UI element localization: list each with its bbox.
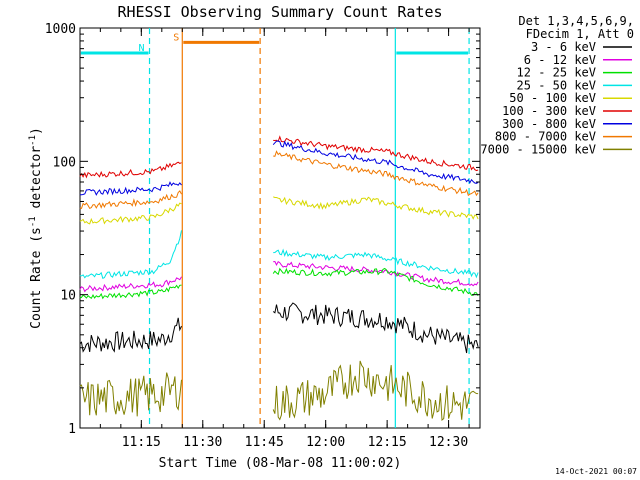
- x-tick-label: 12:15: [368, 435, 407, 450]
- flag-label: N: [138, 43, 144, 54]
- series-line: [79, 260, 479, 293]
- y-axis-label-sup2: -1: [28, 135, 38, 146]
- series-line: [79, 360, 479, 422]
- series-line: [79, 140, 479, 196]
- y-axis-label-part3: ): [29, 127, 44, 135]
- legend-entry-label: 3 - 6 keV: [531, 40, 596, 54]
- plot-area: [79, 27, 481, 429]
- flag-label: S: [173, 32, 179, 43]
- legend-header-1: Det 1,3,4,5,6,9,: [518, 14, 634, 28]
- series-line: [79, 196, 479, 225]
- legend: Det 1,3,4,5,6,9, FDecim 1, Att 0 3 - 6 k…: [480, 14, 634, 156]
- flag-layer: NS: [80, 28, 470, 428]
- legend-entry-label: 7000 - 15000 keV: [480, 142, 596, 156]
- y-axis-label-part1: Count Rate (s: [29, 227, 44, 329]
- x-tick-label: 11:30: [183, 435, 222, 450]
- y-tick-label: 1000: [45, 22, 76, 37]
- y-tick-label: 10: [60, 289, 76, 304]
- legend-entry-label: 12 - 25 keV: [517, 66, 596, 80]
- x-tick-label: 11:45: [245, 435, 284, 450]
- x-tick-label: 11:15: [122, 435, 161, 450]
- y-axis-label: Count Rate (s-1 detector-1): [28, 127, 44, 329]
- series-line: [79, 150, 479, 210]
- y-axis-label-sup1: -1: [28, 216, 38, 227]
- legend-entry-label: 100 - 300 keV: [502, 104, 596, 118]
- y-tick-label: 1: [68, 422, 76, 437]
- legend-header-2: FDecim 1, Att 0: [526, 27, 634, 41]
- series-line: [79, 135, 479, 179]
- legend-entry-label: 300 - 800 keV: [502, 117, 596, 131]
- chart-title: RHESSI Observing Summary Count Rates: [117, 3, 442, 21]
- series-line: [79, 302, 479, 354]
- x-tick-label: 12:30: [429, 435, 468, 450]
- legend-entry-label: 25 - 50 keV: [517, 78, 596, 92]
- series-layer: [79, 135, 479, 422]
- x-tick-label: 12:00: [306, 435, 345, 450]
- series-line: [79, 230, 479, 279]
- x-axis-label: Start Time (08-Mar-08 11:00:02): [159, 456, 402, 471]
- y-axis-label-part2: detector: [29, 146, 44, 217]
- timestamp: 14-Oct-2021 00:07: [555, 467, 637, 476]
- legend-entry-label: 50 - 100 keV: [509, 91, 596, 105]
- series-line: [79, 267, 479, 300]
- legend-entry-label: 800 - 7000 keV: [495, 130, 596, 144]
- legend-entry-label: 6 - 12 keV: [524, 53, 596, 67]
- axis-ticks: 11:15 11:30 11:45 12:00 12:15 12:30 1 10 100 1000: [45, 22, 480, 450]
- y-tick-label: 100: [53, 155, 76, 170]
